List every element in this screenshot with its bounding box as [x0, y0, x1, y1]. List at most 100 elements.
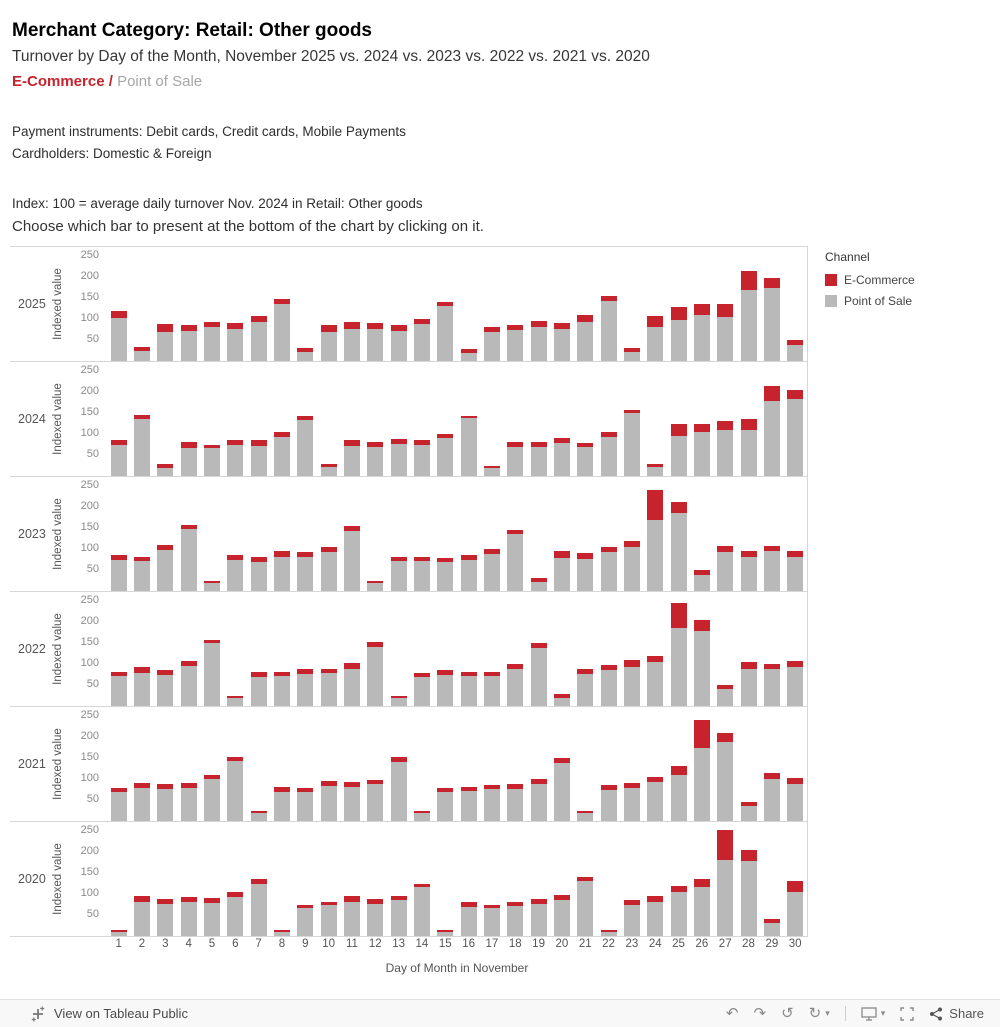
- bar-2025-day-7[interactable]: [250, 315, 267, 361]
- segment-point-of-sale[interactable]: [157, 674, 174, 706]
- segment-ecommerce[interactable]: [367, 899, 384, 904]
- segment-point-of-sale[interactable]: [133, 561, 150, 591]
- segment-ecommerce[interactable]: [670, 766, 687, 776]
- segment-ecommerce[interactable]: [413, 810, 430, 814]
- segment-point-of-sale[interactable]: [157, 550, 174, 591]
- segment-ecommerce[interactable]: [787, 389, 804, 399]
- segment-ecommerce[interactable]: [717, 830, 734, 861]
- segment-ecommerce[interactable]: [763, 664, 780, 670]
- segment-ecommerce[interactable]: [367, 580, 384, 584]
- bar-2025-day-2[interactable]: [133, 347, 150, 361]
- segment-ecommerce[interactable]: [530, 779, 547, 784]
- segment-ecommerce[interactable]: [507, 784, 524, 789]
- bar-2023-day-17[interactable]: [483, 549, 500, 591]
- segment-point-of-sale[interactable]: [320, 467, 337, 476]
- segment-ecommerce[interactable]: [507, 664, 524, 669]
- segment-ecommerce[interactable]: [483, 326, 500, 333]
- segment-point-of-sale[interactable]: [157, 788, 174, 821]
- bar-2020-day-22[interactable]: [600, 929, 617, 936]
- segment-point-of-sale[interactable]: [787, 892, 804, 936]
- segment-point-of-sale[interactable]: [157, 331, 174, 361]
- bar-2022-day-1[interactable]: [110, 672, 127, 706]
- bar-2023-day-9[interactable]: [297, 552, 314, 591]
- bar-2021-day-9[interactable]: [297, 788, 314, 821]
- segment-point-of-sale[interactable]: [437, 792, 454, 821]
- segment-ecommerce[interactable]: [250, 672, 267, 678]
- bar-2021-day-13[interactable]: [390, 757, 407, 821]
- segment-point-of-sale[interactable]: [203, 448, 220, 476]
- segment-point-of-sale[interactable]: [367, 583, 384, 591]
- bar-2023-day-21[interactable]: [577, 553, 594, 591]
- segment-ecommerce[interactable]: [600, 546, 617, 553]
- bar-2023-day-7[interactable]: [250, 556, 267, 591]
- bar-2024-day-29[interactable]: [763, 385, 780, 476]
- segment-point-of-sale[interactable]: [157, 467, 174, 476]
- segment-ecommerce[interactable]: [600, 431, 617, 437]
- segment-ecommerce[interactable]: [297, 904, 314, 909]
- bar-2025-day-22[interactable]: [600, 295, 617, 361]
- segment-point-of-sale[interactable]: [227, 760, 244, 821]
- segment-point-of-sale[interactable]: [740, 289, 757, 361]
- bar-2020-day-23[interactable]: [623, 900, 640, 936]
- view-on-tableau-public-link[interactable]: View on Tableau Public: [54, 1006, 188, 1021]
- segment-ecommerce[interactable]: [250, 556, 267, 563]
- segment-ecommerce[interactable]: [343, 525, 360, 531]
- segment-point-of-sale[interactable]: [483, 908, 500, 936]
- segment-point-of-sale[interactable]: [763, 400, 780, 476]
- segment-point-of-sale[interactable]: [647, 901, 664, 936]
- segment-ecommerce[interactable]: [670, 307, 687, 320]
- bar-2024-day-2[interactable]: [133, 415, 150, 476]
- segment-point-of-sale[interactable]: [110, 559, 127, 591]
- segment-point-of-sale[interactable]: [437, 931, 454, 936]
- bar-2020-day-24[interactable]: [647, 896, 664, 936]
- bar-2025-day-11[interactable]: [343, 322, 360, 361]
- bar-2020-day-30[interactable]: [787, 881, 804, 936]
- bar-2020-day-11[interactable]: [343, 896, 360, 936]
- segment-point-of-sale[interactable]: [600, 670, 617, 706]
- bar-2025-day-8[interactable]: [273, 298, 290, 361]
- bar-2022-day-6[interactable]: [227, 695, 244, 706]
- segment-point-of-sale[interactable]: [227, 559, 244, 591]
- bar-2024-day-21[interactable]: [577, 443, 594, 476]
- bar-2023-day-23[interactable]: [623, 540, 640, 591]
- segment-ecommerce[interactable]: [413, 319, 430, 325]
- bar-2024-day-13[interactable]: [390, 439, 407, 476]
- segment-point-of-sale[interactable]: [390, 698, 407, 706]
- segment-ecommerce[interactable]: [297, 669, 314, 674]
- segment-ecommerce[interactable]: [553, 758, 570, 764]
- segment-ecommerce[interactable]: [227, 555, 244, 560]
- segment-ecommerce[interactable]: [180, 897, 197, 902]
- segment-point-of-sale[interactable]: [110, 931, 127, 936]
- bar-2021-day-30[interactable]: [787, 778, 804, 821]
- bar-2020-day-6[interactable]: [227, 891, 244, 936]
- segment-point-of-sale[interactable]: [250, 813, 267, 821]
- segment-point-of-sale[interactable]: [763, 551, 780, 591]
- segment-point-of-sale[interactable]: [390, 899, 407, 936]
- segment-ecommerce[interactable]: [367, 779, 384, 785]
- segment-point-of-sale[interactable]: [413, 561, 430, 591]
- bar-2023-day-11[interactable]: [343, 525, 360, 591]
- bar-2021-day-11[interactable]: [343, 782, 360, 821]
- segment-point-of-sale[interactable]: [250, 445, 267, 476]
- segment-point-of-sale[interactable]: [390, 561, 407, 591]
- segment-point-of-sale[interactable]: [600, 300, 617, 361]
- bar-2022-day-24[interactable]: [647, 656, 664, 706]
- bar-2025-day-10[interactable]: [320, 325, 337, 361]
- bar-2021-day-23[interactable]: [623, 783, 640, 821]
- segment-ecommerce[interactable]: [297, 347, 314, 352]
- refresh-icon[interactable]: ↻: [808, 1005, 822, 1022]
- segment-point-of-sale[interactable]: [227, 329, 244, 361]
- segment-point-of-sale[interactable]: [740, 430, 757, 476]
- segment-ecommerce[interactable]: [483, 672, 500, 677]
- bar-2023-day-20[interactable]: [553, 551, 570, 591]
- segment-point-of-sale[interactable]: [623, 413, 640, 476]
- segment-point-of-sale[interactable]: [787, 398, 804, 476]
- segment-ecommerce[interactable]: [390, 556, 407, 562]
- bar-2024-day-15[interactable]: [437, 434, 454, 476]
- bar-2021-day-18[interactable]: [507, 784, 524, 821]
- bar-2025-day-3[interactable]: [157, 324, 174, 361]
- segment-ecommerce[interactable]: [250, 810, 267, 814]
- segment-ecommerce[interactable]: [157, 899, 174, 904]
- segment-point-of-sale[interactable]: [553, 698, 570, 706]
- segment-point-of-sale[interactable]: [670, 512, 687, 591]
